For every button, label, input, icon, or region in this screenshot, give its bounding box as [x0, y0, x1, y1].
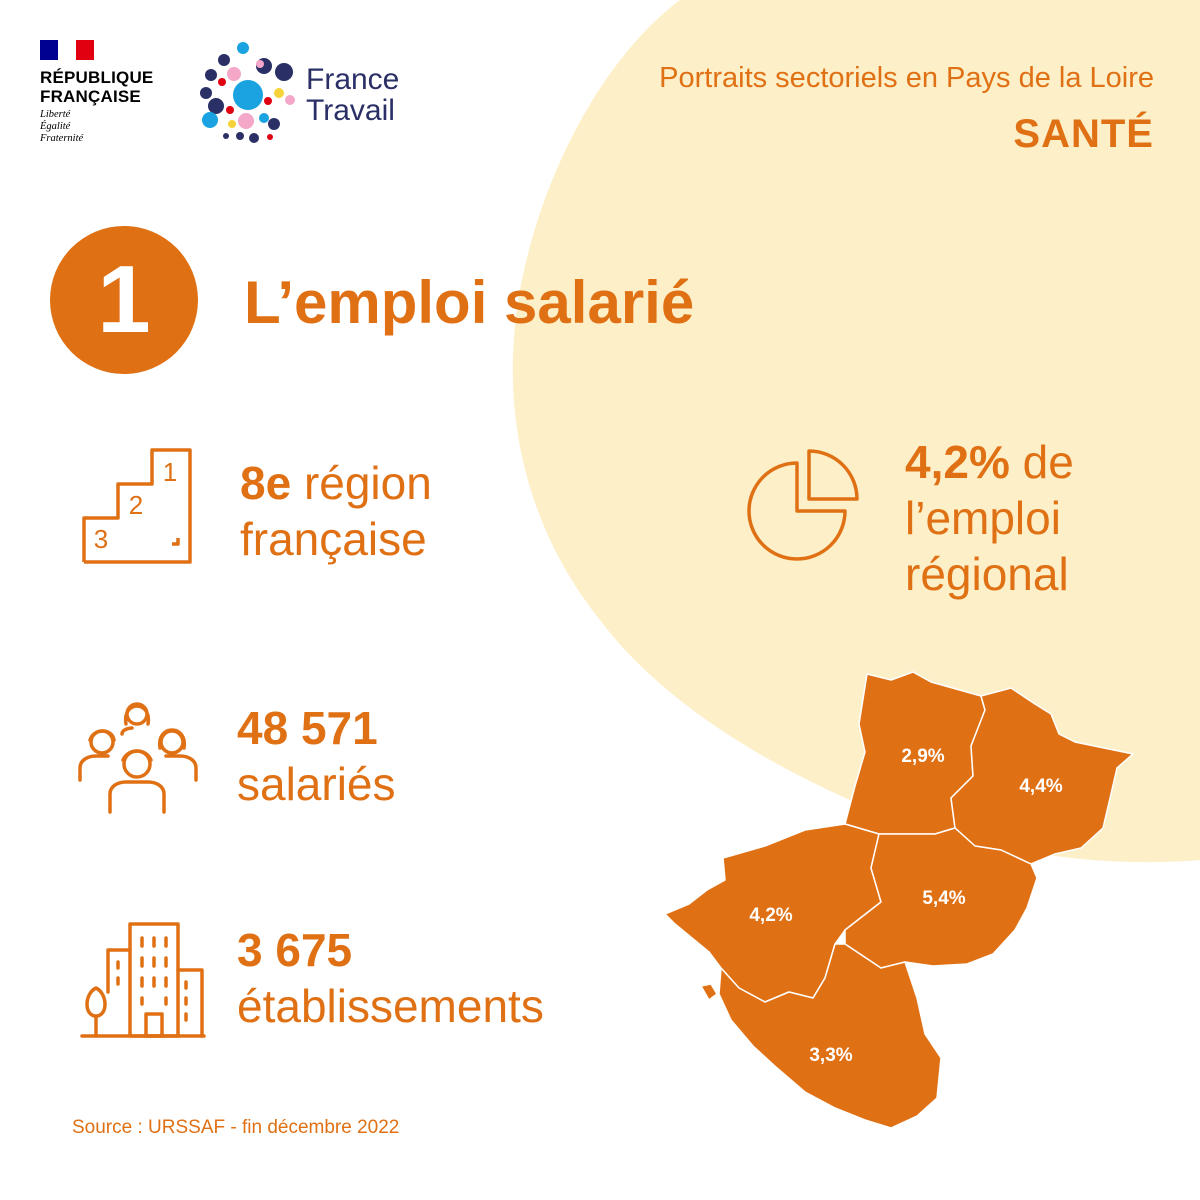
header-subtitle: Portraits sectoriels en Pays de la Loire	[659, 62, 1154, 94]
map-department-maine-et-loire	[844, 827, 1038, 969]
map-label-vendee: 3,3%	[809, 1045, 852, 1066]
share-text1: de	[1009, 436, 1074, 488]
map-island	[700, 983, 718, 1001]
french-flag-icon	[40, 40, 94, 60]
motto-liberte: Liberté	[40, 109, 71, 120]
map-department-sarthe	[950, 687, 1134, 865]
section-number-badge: 1	[50, 226, 198, 374]
section-title: L’emploi salarié	[244, 269, 695, 336]
map-label-maine-et-loire: 5,4%	[922, 888, 965, 909]
employees-value: 48 571	[237, 702, 378, 754]
establishments-value: 3 675	[237, 924, 353, 976]
rank-text2: française	[240, 513, 427, 565]
establishments-text: établissements	[237, 980, 544, 1032]
stat-rank: 8e région française	[240, 455, 432, 567]
republique-motto: Liberté Égalité Fraternité	[40, 109, 180, 145]
podium-label-2: 2	[129, 490, 143, 520]
people-group-icon	[78, 702, 198, 814]
republique-name: RÉPUBLIQUE FRANÇAISE	[40, 68, 180, 106]
stat-establishments: 3 675 établissements	[237, 922, 544, 1034]
employees-text: salariés	[237, 758, 396, 810]
share-text2: l’emploi	[905, 492, 1061, 544]
map-department-vendee	[718, 943, 942, 1129]
republique-francaise-logo: RÉPUBLIQUE FRANÇAISE Liberté Égalité Fra…	[40, 40, 180, 145]
podium-label-3: 3	[94, 524, 108, 554]
motto-egalite: Égalité	[40, 121, 71, 132]
republique-line2: FRANÇAISE	[40, 87, 141, 106]
pie-chart-icon	[747, 449, 859, 561]
share-text3: régional	[905, 548, 1069, 600]
republique-line1: RÉPUBLIQUE	[40, 68, 154, 87]
france-travail-dots-icon	[200, 42, 295, 143]
podium-icon: 1 2 3	[82, 448, 192, 564]
stat-employees: 48 571 salariés	[237, 700, 396, 812]
buildings-icon	[80, 922, 206, 1038]
pays-de-la-loire-map: 2,9% 4,4% 4,2% 5,4% 3,3%	[664, 671, 1134, 1129]
stat-share: 4,2% de l’emploi régional	[905, 434, 1074, 602]
map-label-loire-atlantique: 4,2%	[749, 905, 792, 926]
france-travail-line1: France	[306, 63, 400, 96]
motto-fraternite: Fraternité	[40, 133, 84, 144]
share-value: 4,2%	[905, 436, 1010, 488]
map-label-sarthe: 4,4%	[1019, 776, 1062, 797]
header-title: SANTÉ	[1013, 112, 1154, 156]
podium-label-1: 1	[163, 457, 177, 487]
france-travail-line2: Travail	[306, 94, 395, 127]
source-note: Source : URSSAF - fin décembre 2022	[72, 1117, 400, 1138]
map-label-mayenne: 2,9%	[901, 746, 944, 767]
rank-value: 8e	[240, 457, 292, 509]
rank-text1: région	[291, 457, 432, 509]
france-travail-logo: France Travail	[196, 38, 436, 153]
france-travail-name: France Travail	[306, 64, 399, 126]
